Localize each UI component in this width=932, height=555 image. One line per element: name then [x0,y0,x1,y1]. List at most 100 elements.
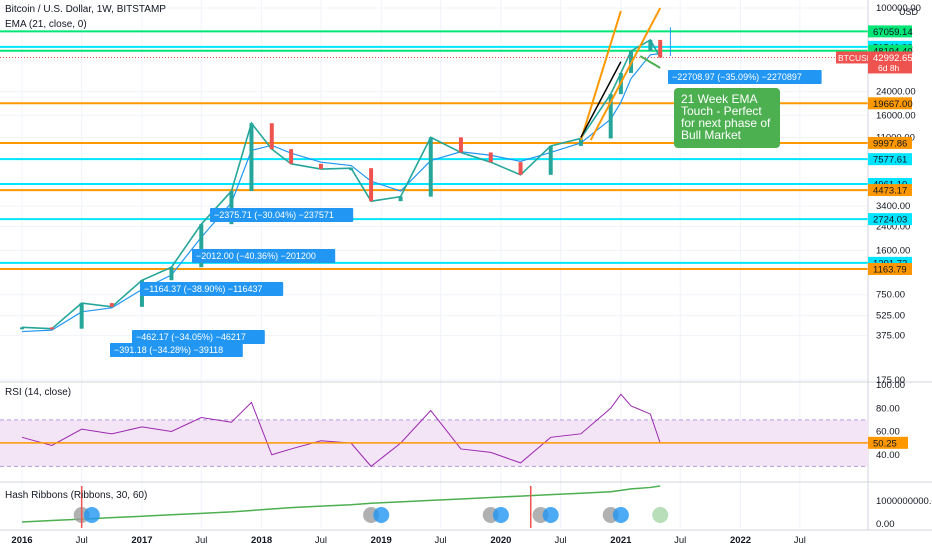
rsi-line [21,393,661,468]
hash-ribbon-signal-dot [492,507,509,523]
price-range-measure-box [192,249,336,263]
hash-ribbon-signal-dot [373,507,390,523]
x-tick-label: 2016 [11,535,32,546]
x-tick-label: Jul [435,535,447,546]
trend-line [579,10,622,141]
current-price-label: 42992.65 [873,53,913,64]
x-tick-label: Jul [794,535,806,546]
price-candle [518,162,523,175]
y-tick-label: 1600.00 [876,245,910,256]
y-tick-label: 16000.00 [876,110,916,121]
level-price-tag [868,184,912,197]
y-tick-label: 100000.00 [876,3,921,14]
y-tick-label: 375.00 [876,330,905,341]
price-range-measure-label: −22708.97 (−35.09%) −2270897 [672,72,802,82]
trend-line [589,7,662,141]
rsi-value-tag [868,436,908,449]
price-candle [608,94,613,139]
x-tick-label: Jul [195,535,207,546]
rsi-y-tick-label: 40.00 [876,450,900,461]
level-price-label: 7577.61 [873,155,907,166]
hash-ribbon-signal-dot [652,507,669,523]
level-price-label: 2724.03 [873,215,907,226]
price-candle [548,145,553,175]
hash-ribbon-line [21,485,661,523]
ema-legend: EMA (21, close, 0) [5,19,87,30]
price-candle [398,196,403,202]
rsi-value-label: 50.25 [873,438,897,449]
x-tick-label: 2019 [371,535,392,546]
price-range-measure-box [132,330,265,344]
price-range-measure-label: −391.18 (−34.28%) −39118 [114,345,223,355]
currency-label: USD [898,7,918,17]
x-tick-label: 2018 [251,535,272,546]
y-tick-label: 175.00 [876,375,905,386]
price-candle [199,224,204,268]
level-price-tag [868,213,912,226]
price-candle [79,303,84,329]
price-candle [269,123,274,150]
price-candle [578,138,583,146]
note-pointer [639,55,661,69]
price-range-measure-label: −462.17 (−34.05%) −46217 [136,332,246,342]
rsi-y-tick-label: 100.00 [876,380,905,391]
price-candle [349,168,354,171]
level-price-label: 67059.14 [873,27,913,38]
y-tick-label: 24000.00 [876,87,916,98]
level-price-tag [868,25,912,38]
price-range-measure-label: −1164.37 (−38.90%) −116437 [144,284,263,294]
price-candle [658,39,663,58]
price-axis-bg [868,0,932,550]
symbol-title: Bitcoin / U.S. Dollar, 1W, BITSTAMP [5,4,166,15]
price-candle [20,327,24,330]
x-tick-label: 2020 [490,535,511,546]
x-tick-label: 2021 [610,535,632,546]
price-candle [369,168,374,202]
price-candle [49,327,54,330]
symbol-tag [836,51,868,64]
annotation-note-line: Bull Market [681,128,742,142]
level-price-tag [868,153,912,166]
hash-y-tick-label: 1000000000.00 [876,496,932,507]
bar-countdown-label: 6d 8h [878,63,900,73]
price-series-line [21,38,661,330]
price-candle [109,303,114,307]
x-tick-label: Jul [554,535,566,546]
price-candle [648,39,653,52]
trend-line [580,61,622,138]
price-candle [249,123,254,192]
x-tick-label: Jul [315,535,327,546]
price-range-measure-box [210,208,354,222]
hash-ribbon-signal-dot [83,507,100,523]
level-price-tag [868,97,912,110]
price-range-measure-box [110,343,243,357]
level-price-label: 19667.00 [873,99,913,110]
level-price-tag [868,136,912,149]
symbol-label: BTCUSD [838,53,873,63]
rsi-y-tick-label: 60.00 [876,427,900,438]
y-tick-label: 525.00 [876,311,905,322]
price-range-measure-box [668,70,822,84]
annotation-note-box [674,88,780,148]
price-candle [229,191,234,225]
price-candle [318,163,323,170]
price-candle [488,152,493,163]
hash-ribbon-signal-dot [542,507,559,523]
y-tick-label: 2400.00 [876,222,910,233]
price-candle [169,267,174,281]
x-tick-label: Jul [76,535,88,546]
price-candle [458,137,463,153]
price-range-measure-label: −2012.00 (−40.36%) −201200 [196,251,316,261]
rsi-y-tick-label: 80.00 [876,403,900,414]
y-tick-label: 750.00 [876,290,905,301]
level-price-label: 1163.79 [873,264,907,275]
price-candle [428,137,433,197]
level-price-label: 9997.86 [873,138,907,149]
x-tick-label: 2017 [131,535,152,546]
price-range-measure-label: −2375.71 (−30.04%) −237571 [214,210,334,220]
price-candle [289,149,294,164]
hash-ribbon-signal-dot [612,507,629,523]
hash-ribbons-legend: Hash Ribbons (Ribbons, 30, 60) [5,490,148,501]
